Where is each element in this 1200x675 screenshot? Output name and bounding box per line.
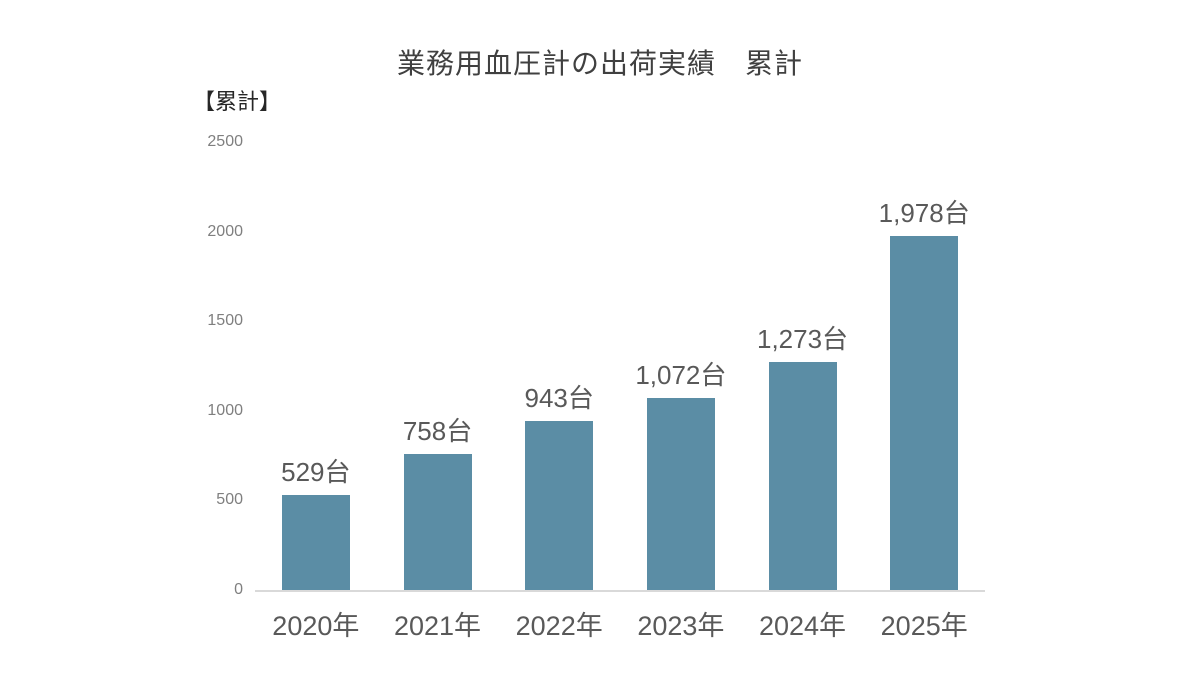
bar <box>646 397 715 590</box>
bars: 529台 758台 943台 1,072台 1,273台 1,978台 <box>255 142 985 590</box>
bar-value-label: 1,978台 <box>878 197 970 228</box>
y-axis-tick-label: 0 <box>234 581 243 598</box>
bar <box>403 454 472 590</box>
bar <box>525 421 594 590</box>
bar-slot: 943台 <box>498 142 620 590</box>
y-axis-tick-label: 2000 <box>207 222 243 240</box>
x-axis-tick-label: 2022年 <box>515 611 603 641</box>
bar-slot: 1,978台 <box>863 142 985 590</box>
chart-title: 業務用血圧計の出荷実績 累計 <box>396 48 803 79</box>
bar-value-label: 943台 <box>524 383 594 414</box>
x-axis-tick-label: 2020年 <box>272 611 360 641</box>
bar-slot: 758台 <box>377 142 499 590</box>
bar <box>768 361 837 590</box>
y-axis-tick-label: 500 <box>216 491 243 509</box>
x-axis-tick-label: 2024年 <box>758 611 847 641</box>
bar-slot: 529台 <box>255 142 377 590</box>
axis-unit-label: 【累計】 <box>193 89 282 114</box>
x-axis-tick-label: 2023年 <box>637 611 725 641</box>
bar <box>890 235 959 590</box>
bar-slot: 1,072台 <box>620 142 742 590</box>
y-axis: 0 500 1000 1500 2000 2500 <box>180 134 243 598</box>
bar <box>281 495 350 590</box>
bar-value-label: 529台 <box>281 457 351 488</box>
bar-slot: 1,273台 <box>742 142 864 590</box>
x-axis-tick-label: 2021年 <box>393 611 482 641</box>
bar-value-label: 758台 <box>402 416 473 447</box>
y-axis-tick-label: 1000 <box>207 401 243 419</box>
x-axis-tick-label: 2025年 <box>880 611 968 641</box>
bar-value-label: 1,072台 <box>635 359 727 390</box>
y-axis-tick-label: 1500 <box>207 312 243 330</box>
x-axis: 2020年 2021年 2022年 2023年 2024年 2025年 <box>255 604 985 643</box>
plot-area: 529台 758台 943台 1,072台 1,273台 1,978台 <box>255 142 985 592</box>
bar-value-label: 1,273台 <box>756 323 849 354</box>
y-axis-tick-label: 2500 <box>207 133 243 150</box>
